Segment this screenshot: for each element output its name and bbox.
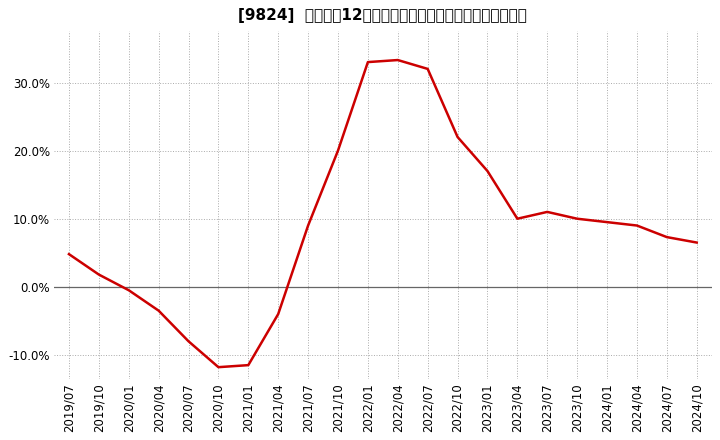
Title: [9824]  売上高の12か月移動合計の対前年同期増減率の推移: [9824] 売上高の12か月移動合計の対前年同期増減率の推移 [238,8,527,23]
